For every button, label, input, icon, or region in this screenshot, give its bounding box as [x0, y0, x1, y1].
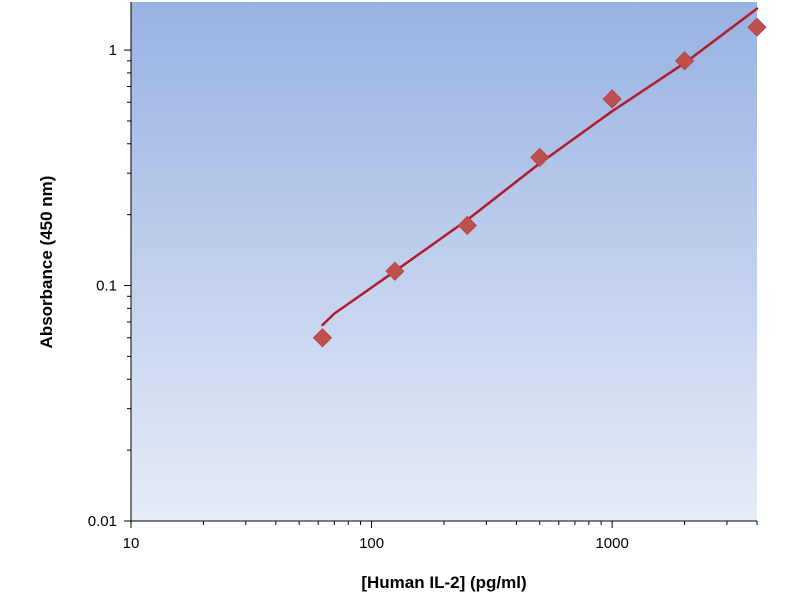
- y-tick-label: 0.01: [88, 513, 117, 530]
- fit-curve: [321, 7, 759, 327]
- fit-line: [321, 7, 759, 327]
- x-axis-title: [Human IL-2] (pg/ml): [361, 573, 526, 592]
- data-point: [675, 51, 695, 71]
- y-tick-label: 0.1: [96, 278, 117, 295]
- data-points: [312, 17, 767, 348]
- x-tick-label: 100: [359, 535, 384, 552]
- x-tick-label: 10: [123, 535, 140, 552]
- data-point: [530, 147, 550, 167]
- x-tick-label: 1000: [595, 535, 628, 552]
- y-axis-ticks: 0.01 0.1 1: [88, 42, 131, 530]
- y-tick-label: 1: [109, 42, 117, 59]
- data-point: [457, 215, 477, 235]
- y-axis-title: Absorbance (450 nm): [37, 176, 56, 349]
- data-point: [602, 89, 622, 109]
- data-point: [747, 17, 767, 37]
- x-axis-ticks: 10 100 1000: [123, 521, 758, 552]
- data-point: [385, 261, 405, 281]
- plot-area: [131, 2, 757, 521]
- data-point: [312, 328, 333, 348]
